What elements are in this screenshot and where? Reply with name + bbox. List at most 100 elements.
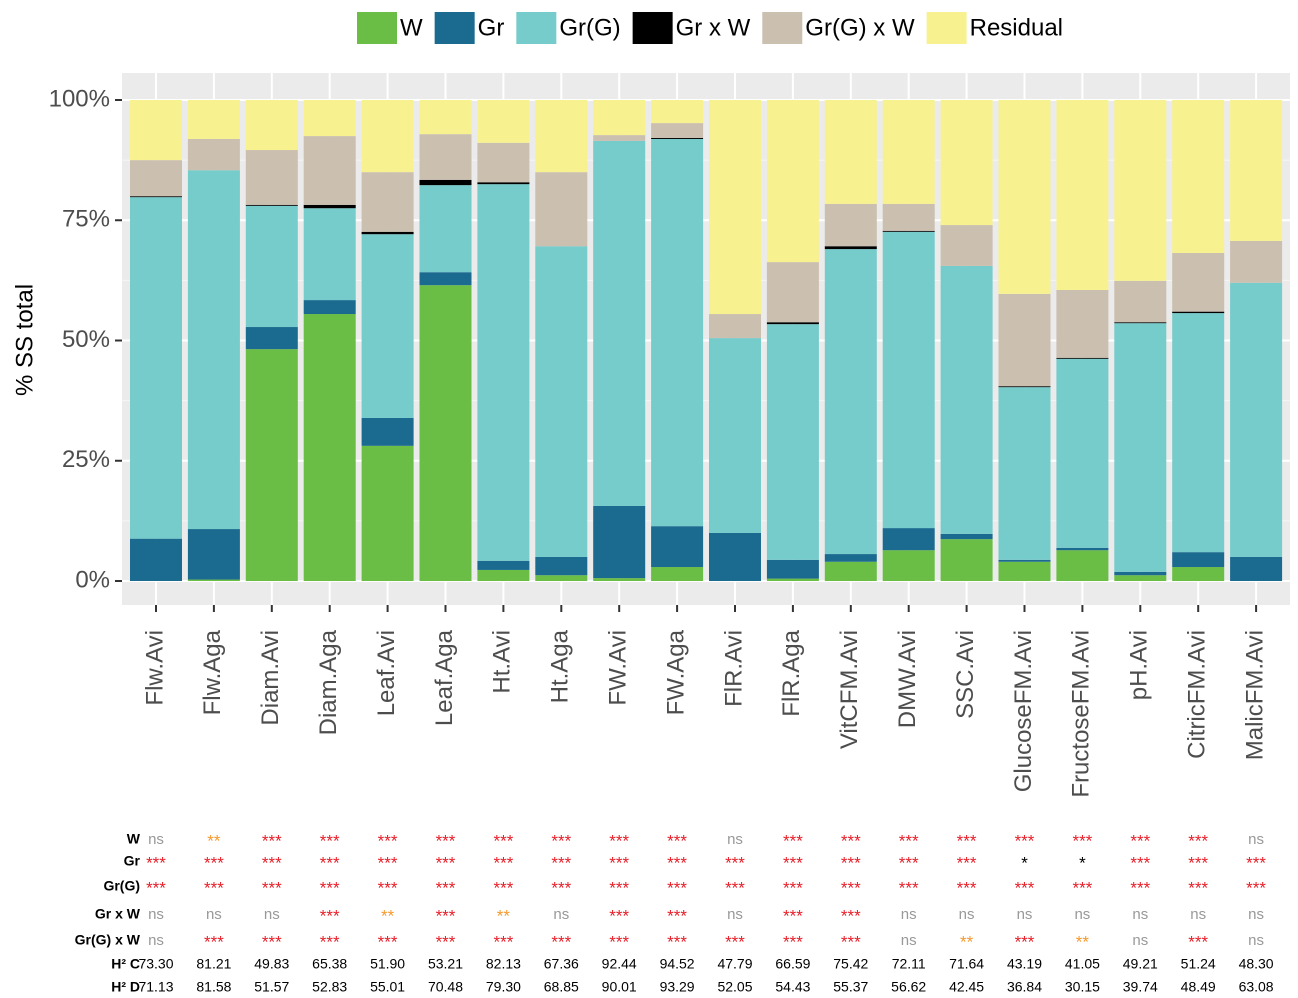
table-cell: *** <box>436 853 456 872</box>
row-label: Gr x W <box>95 906 141 922</box>
table-cell: *** <box>493 878 513 897</box>
bar-segment <box>303 300 356 315</box>
table-cell: ns <box>901 906 917 923</box>
bar-segment <box>824 246 877 250</box>
table-cell: ns <box>1017 906 1033 923</box>
x-tick-label: FW.Aga <box>662 629 689 715</box>
table-cell: *** <box>1130 831 1150 850</box>
bar-segment <box>535 575 588 581</box>
table-cell: 67.36 <box>544 956 579 972</box>
bar-segment <box>882 203 935 231</box>
table-cell: ns <box>1074 906 1090 923</box>
bar-segment <box>130 100 182 161</box>
table-cell: 30.15 <box>1065 979 1100 995</box>
bar-segment <box>1056 289 1109 358</box>
table-cell: *** <box>899 853 919 872</box>
bar-segment <box>419 272 472 286</box>
bar-segment <box>187 579 240 581</box>
table-cell: *** <box>667 878 687 897</box>
table-cell: 55.01 <box>370 979 405 995</box>
table-cell: 48.49 <box>1181 979 1216 995</box>
table-cell: 51.90 <box>370 956 405 972</box>
x-tick-label: SSC.Avi <box>952 630 979 719</box>
bar-segment <box>245 204 298 206</box>
table-cell: 66.59 <box>775 956 810 972</box>
bar-segment <box>187 138 240 171</box>
table-cell: *** <box>1188 853 1208 872</box>
table-cell: 36.84 <box>1007 979 1042 995</box>
table-cell: *** <box>551 932 571 951</box>
row-label: Gr <box>124 853 141 869</box>
bar-segment <box>824 203 877 247</box>
table-cell: *** <box>262 878 282 897</box>
table-cell: *** <box>841 878 861 897</box>
table-cell: *** <box>204 853 224 872</box>
bar-segment <box>477 184 530 561</box>
table-cell: *** <box>493 831 513 850</box>
bar-segment <box>709 532 761 581</box>
bar-segment <box>709 100 761 315</box>
x-tick-label: CitricFM.Avi <box>1184 630 1211 759</box>
y-tick-label: 100% <box>49 85 110 112</box>
table-cell: 39.74 <box>1123 979 1158 995</box>
x-tick-label: FlR.Avi <box>720 630 747 707</box>
table-cell: *** <box>609 853 629 872</box>
bar-segment <box>824 561 877 581</box>
y-tick-label: 50% <box>62 326 110 353</box>
table-cell: 55.37 <box>833 979 868 995</box>
table-cell: 72.11 <box>892 956 926 972</box>
bar-segment <box>1230 556 1283 581</box>
bar-segment <box>998 387 1051 560</box>
bar-segment <box>361 100 414 173</box>
bar-segment <box>477 142 530 183</box>
table-cell: 49.83 <box>254 956 289 972</box>
x-tick-label: Ht.Aga <box>547 629 574 703</box>
table-cell: *** <box>320 853 340 872</box>
bar-segment <box>1230 240 1283 283</box>
table-cell: 70.48 <box>428 979 463 995</box>
table-cell: 94.52 <box>660 956 695 972</box>
table-cell: *** <box>783 831 803 850</box>
table-cell: * <box>1079 853 1086 872</box>
table-cell: ns <box>1248 831 1264 848</box>
table-cell: *** <box>1246 878 1266 897</box>
bar-segment <box>245 150 298 205</box>
table-cell: ns <box>959 906 975 923</box>
bar-segment <box>940 100 993 226</box>
bar-segment <box>882 528 935 551</box>
table-cell: *** <box>436 878 456 897</box>
bar-segment <box>824 554 877 562</box>
bar-segment <box>187 100 240 139</box>
table-cell: *** <box>957 878 977 897</box>
table-cell: 52.83 <box>312 979 347 995</box>
table-cell: *** <box>493 932 513 951</box>
bar-segment <box>1056 357 1109 359</box>
bar-segment <box>361 231 414 235</box>
table-cell: ns <box>727 906 743 923</box>
table-cell: *** <box>146 878 166 897</box>
bar-segment <box>1114 571 1167 576</box>
bar-segment <box>419 285 472 581</box>
row-label: H² C <box>111 956 140 972</box>
table-cell: *** <box>1130 853 1150 872</box>
table-cell: 51.57 <box>254 979 289 995</box>
table-cell: 43.19 <box>1007 956 1042 972</box>
table-cell: *** <box>320 906 340 925</box>
bar-segment <box>361 172 414 232</box>
table-cell: 75.42 <box>833 956 868 972</box>
table-cell: *** <box>783 906 803 925</box>
bar-segment <box>361 445 414 581</box>
legend-label: Gr <box>478 14 505 41</box>
bar-segment <box>824 249 877 555</box>
legend-swatch <box>434 12 475 44</box>
table-cell: ** <box>381 906 395 925</box>
bar-segment <box>766 100 819 263</box>
legend-swatch <box>357 12 397 44</box>
bar-segment <box>1172 567 1225 581</box>
bar-segment <box>1056 550 1109 581</box>
bar-segment <box>998 561 1051 581</box>
table-cell: * <box>1021 853 1028 872</box>
table-cell: ns <box>901 932 917 949</box>
table-cell: *** <box>378 932 398 951</box>
